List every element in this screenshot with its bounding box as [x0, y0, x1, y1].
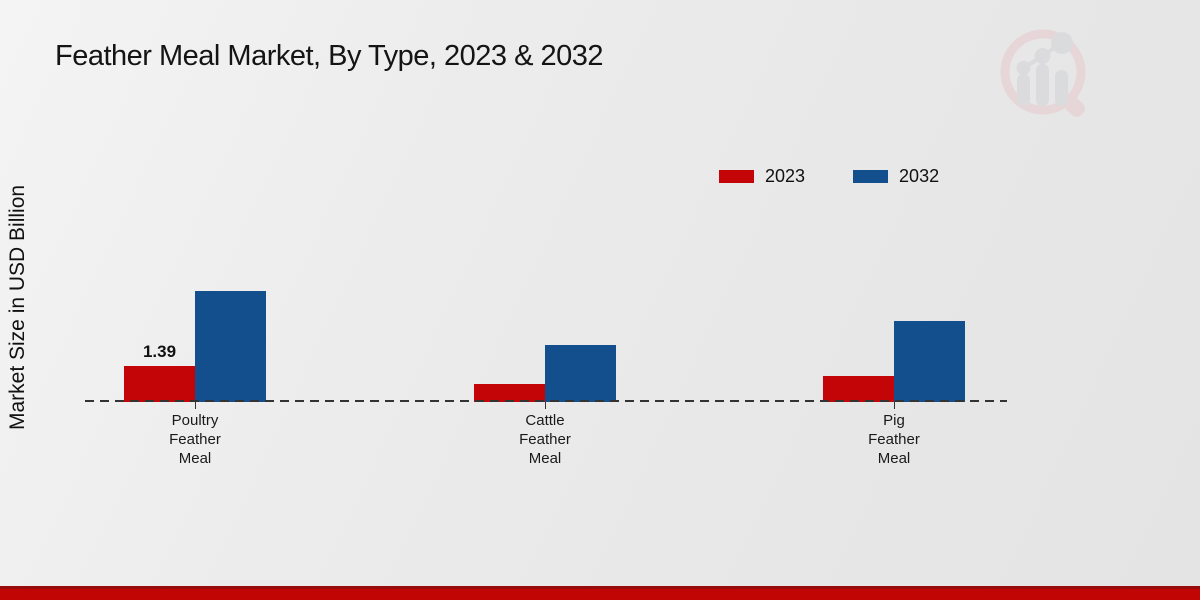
bar-2032-poultry-feather-meal	[195, 291, 266, 402]
bar-2032-pig-feather-meal	[894, 321, 965, 402]
legend-item-2023: 2023	[719, 166, 805, 187]
bar-2023-poultry-feather-meal	[124, 366, 195, 402]
data-label-2023-poultry-feather-meal: 1.39	[142, 342, 177, 361]
legend: 2023 2032	[719, 166, 939, 187]
bar-2032-cattle-feather-meal	[545, 345, 616, 402]
legend-item-2032: 2032	[853, 166, 939, 187]
legend-swatch-2023-icon	[719, 170, 754, 183]
x-axis-tick-pig-feather-meal	[894, 402, 895, 409]
category-label-cattle-feather-meal: Cattle Feather Meal	[519, 412, 571, 467]
zero-baseline	[85, 400, 1007, 402]
bar-2023-cattle-feather-meal	[474, 384, 545, 402]
legend-swatch-2032-icon	[853, 170, 889, 183]
bar-2023-pig-feather-meal	[823, 376, 894, 402]
legend-label-2023: 2023	[765, 166, 806, 186]
footer-accent-band	[0, 586, 1200, 600]
category-label-pig-feather-meal: Pig Feather Meal	[868, 412, 920, 467]
magnifier-bar-chart-logo-icon	[1000, 29, 1086, 117]
chart-title: Feather Meal Market, By Type, 2023 & 203…	[55, 40, 604, 72]
category-label-poultry-feather-meal: Poultry Feather Meal	[169, 412, 221, 467]
legend-label-2032: 2032	[899, 166, 940, 186]
x-axis-tick-poultry-feather-meal	[195, 402, 196, 409]
x-axis-tick-cattle-feather-meal	[545, 402, 546, 409]
